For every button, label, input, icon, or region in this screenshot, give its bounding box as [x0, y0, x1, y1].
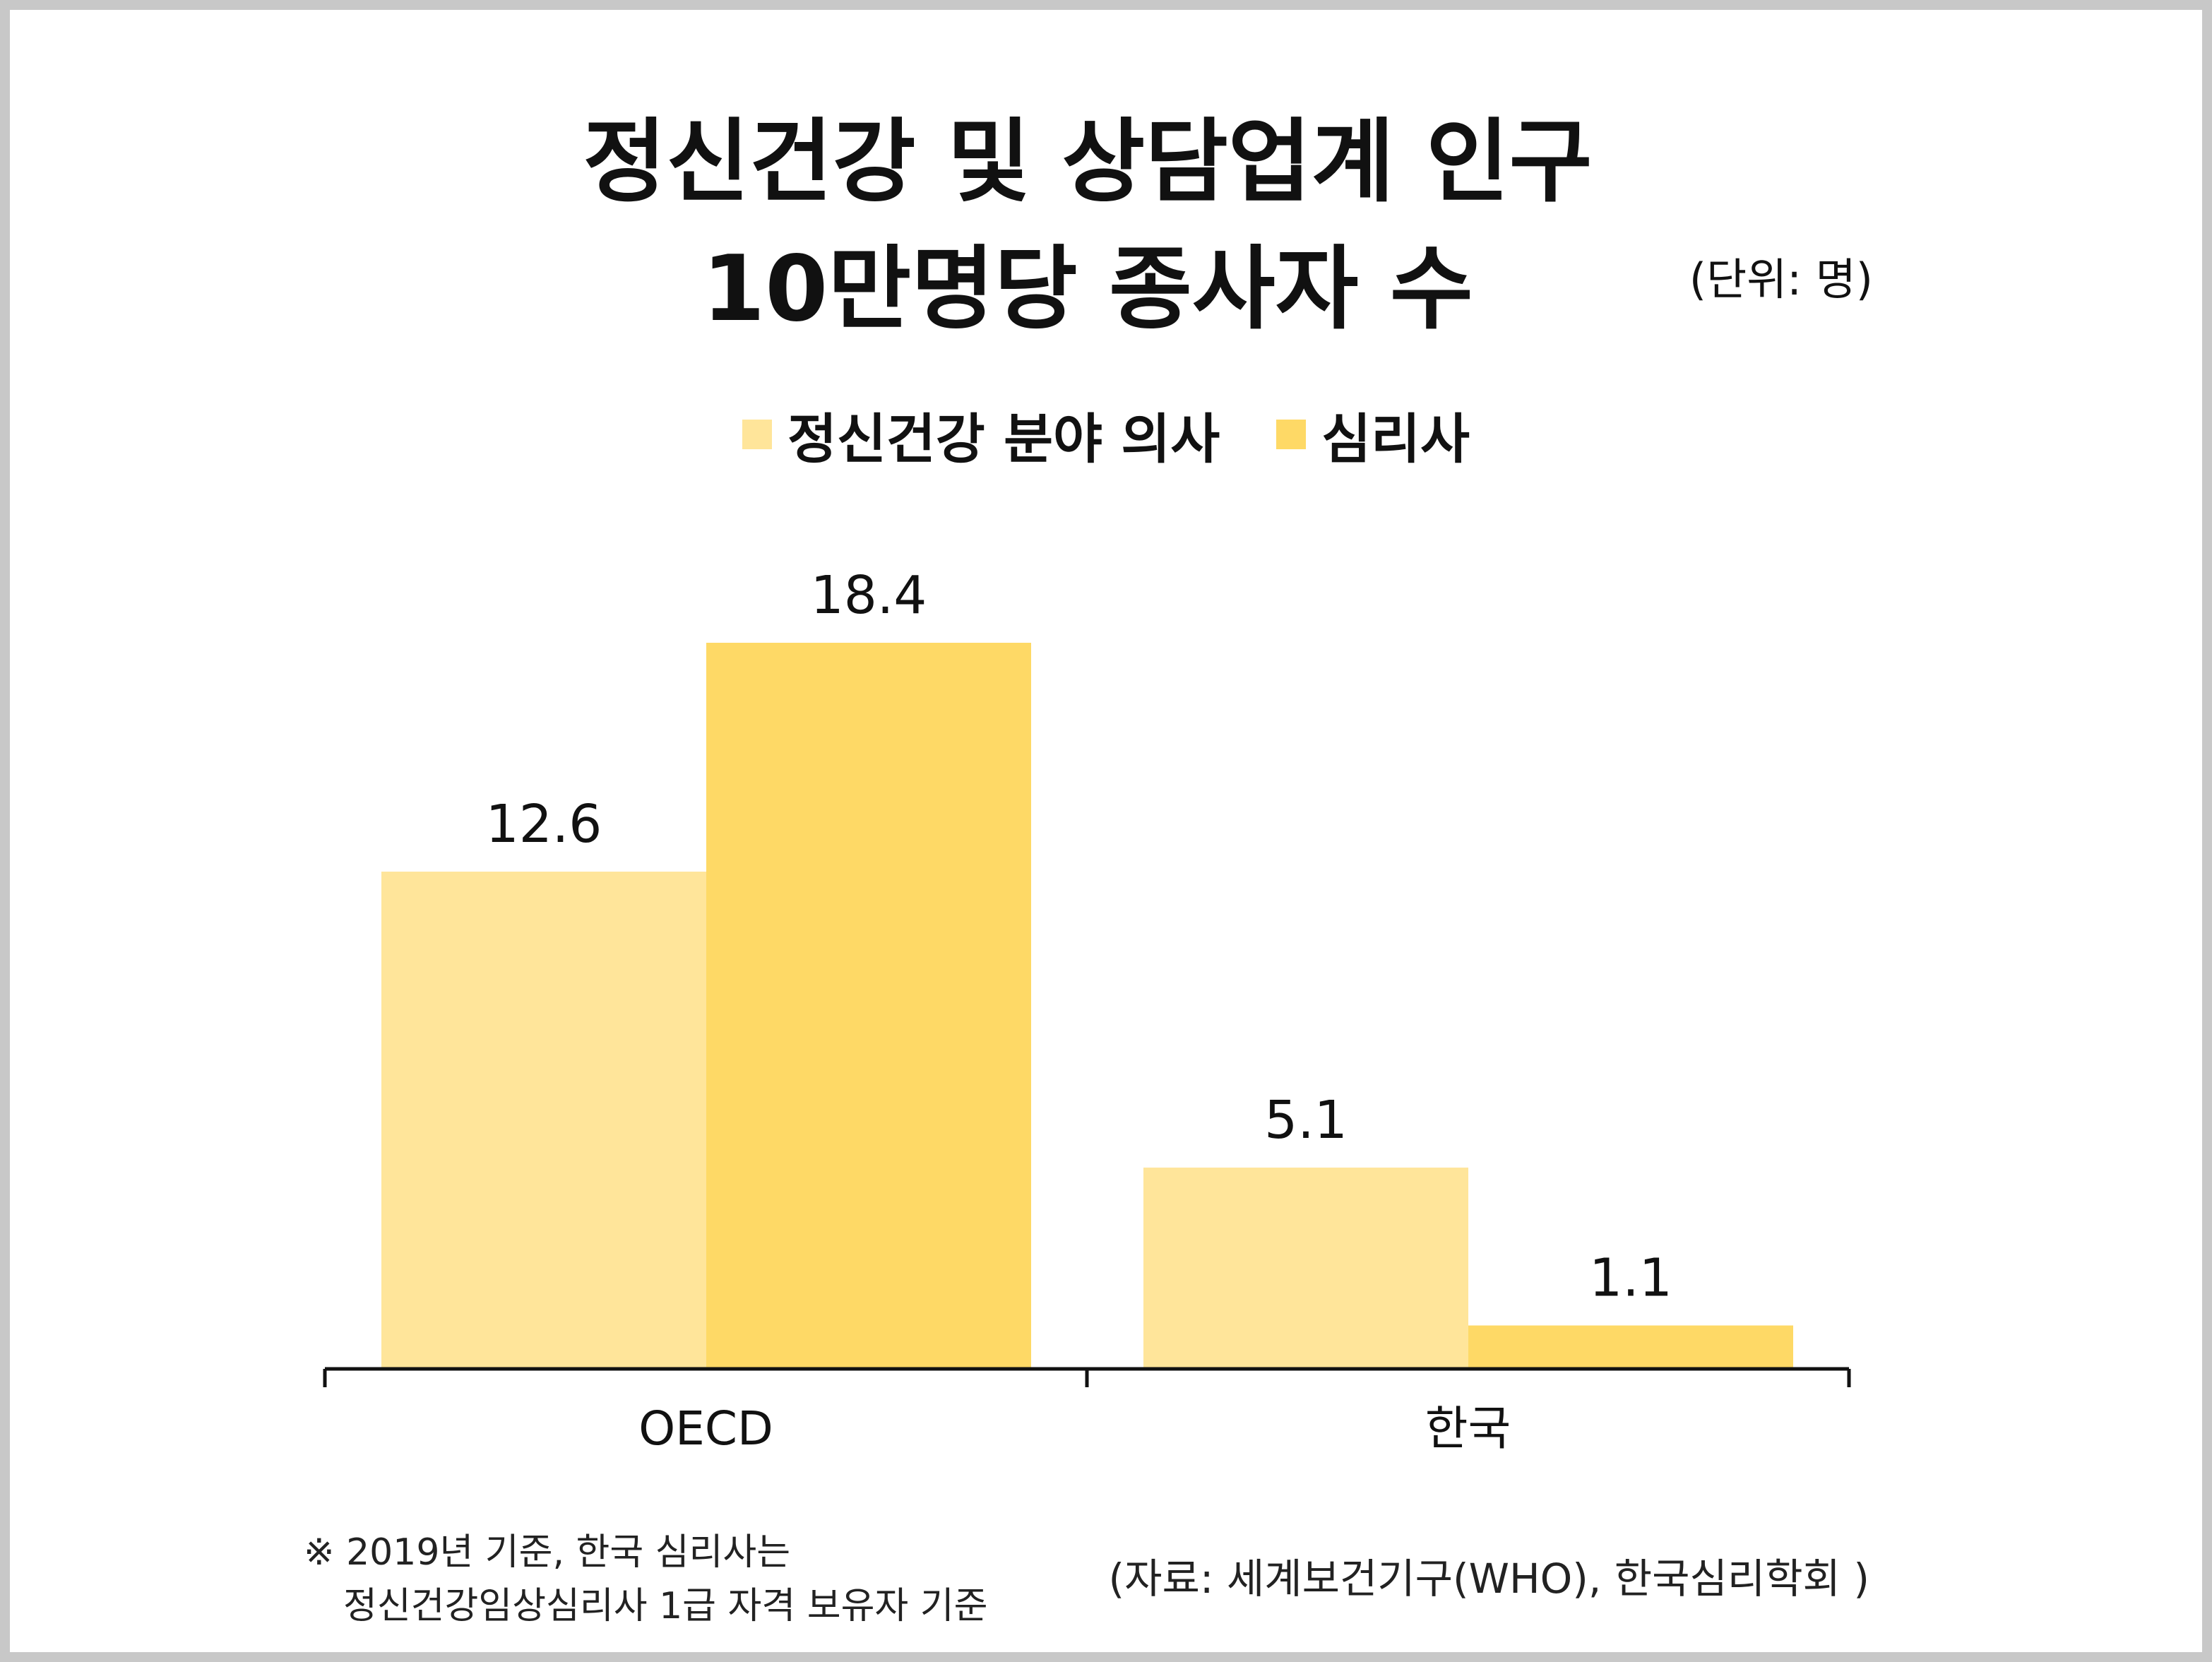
legend-label-psychologist: 심리사	[1321, 408, 1470, 470]
source-note: (자료: 세계보건기구(WHO), 한국심리학회 )	[1108, 1555, 1869, 1603]
bar-0-0	[381, 872, 706, 1369]
footnote: ※ 2019년 기준, 한국 심리사는 정신건강임상심리사 1급 자격 보유자 …	[304, 1526, 987, 1633]
category-label-1: 한국	[1425, 1401, 1511, 1456]
bar-value-label-1-1: 1.1	[1589, 1248, 1672, 1309]
bar-value-label-0-1: 18.4	[811, 565, 927, 626]
legend-label-doctor: 정신건강 분야 의사	[787, 408, 1220, 470]
bar-1-1	[1468, 1325, 1793, 1369]
legend: 정신건강 분야 의사 심리사	[0, 396, 2212, 473]
legend-item-psychologist: 심리사	[1276, 396, 1470, 473]
unit-label: (단위: 명)	[1689, 254, 1873, 305]
legend-swatch-doctor	[742, 420, 772, 449]
chart-title-line2: 10만명당 종사자 수	[702, 237, 1473, 342]
bar-1-0	[1143, 1168, 1468, 1369]
legend-item-doctor: 정신건강 분야 의사	[742, 396, 1220, 473]
chart-title-line1: 정신건강 및 상담업계 인구	[583, 109, 1593, 215]
bar-value-label-0-0: 12.6	[486, 794, 602, 855]
bar-value-label-1-0: 5.1	[1264, 1090, 1348, 1151]
footnote-line2: 정신건강임상심리사 1급 자격 보유자 기준	[343, 1585, 988, 1627]
legend-swatch-psychologist	[1276, 420, 1307, 449]
footnote-line1: ※ 2019년 기준, 한국 심리사는	[304, 1531, 791, 1574]
bar-0-1	[706, 643, 1031, 1369]
category-label-0: OECD	[638, 1401, 773, 1456]
